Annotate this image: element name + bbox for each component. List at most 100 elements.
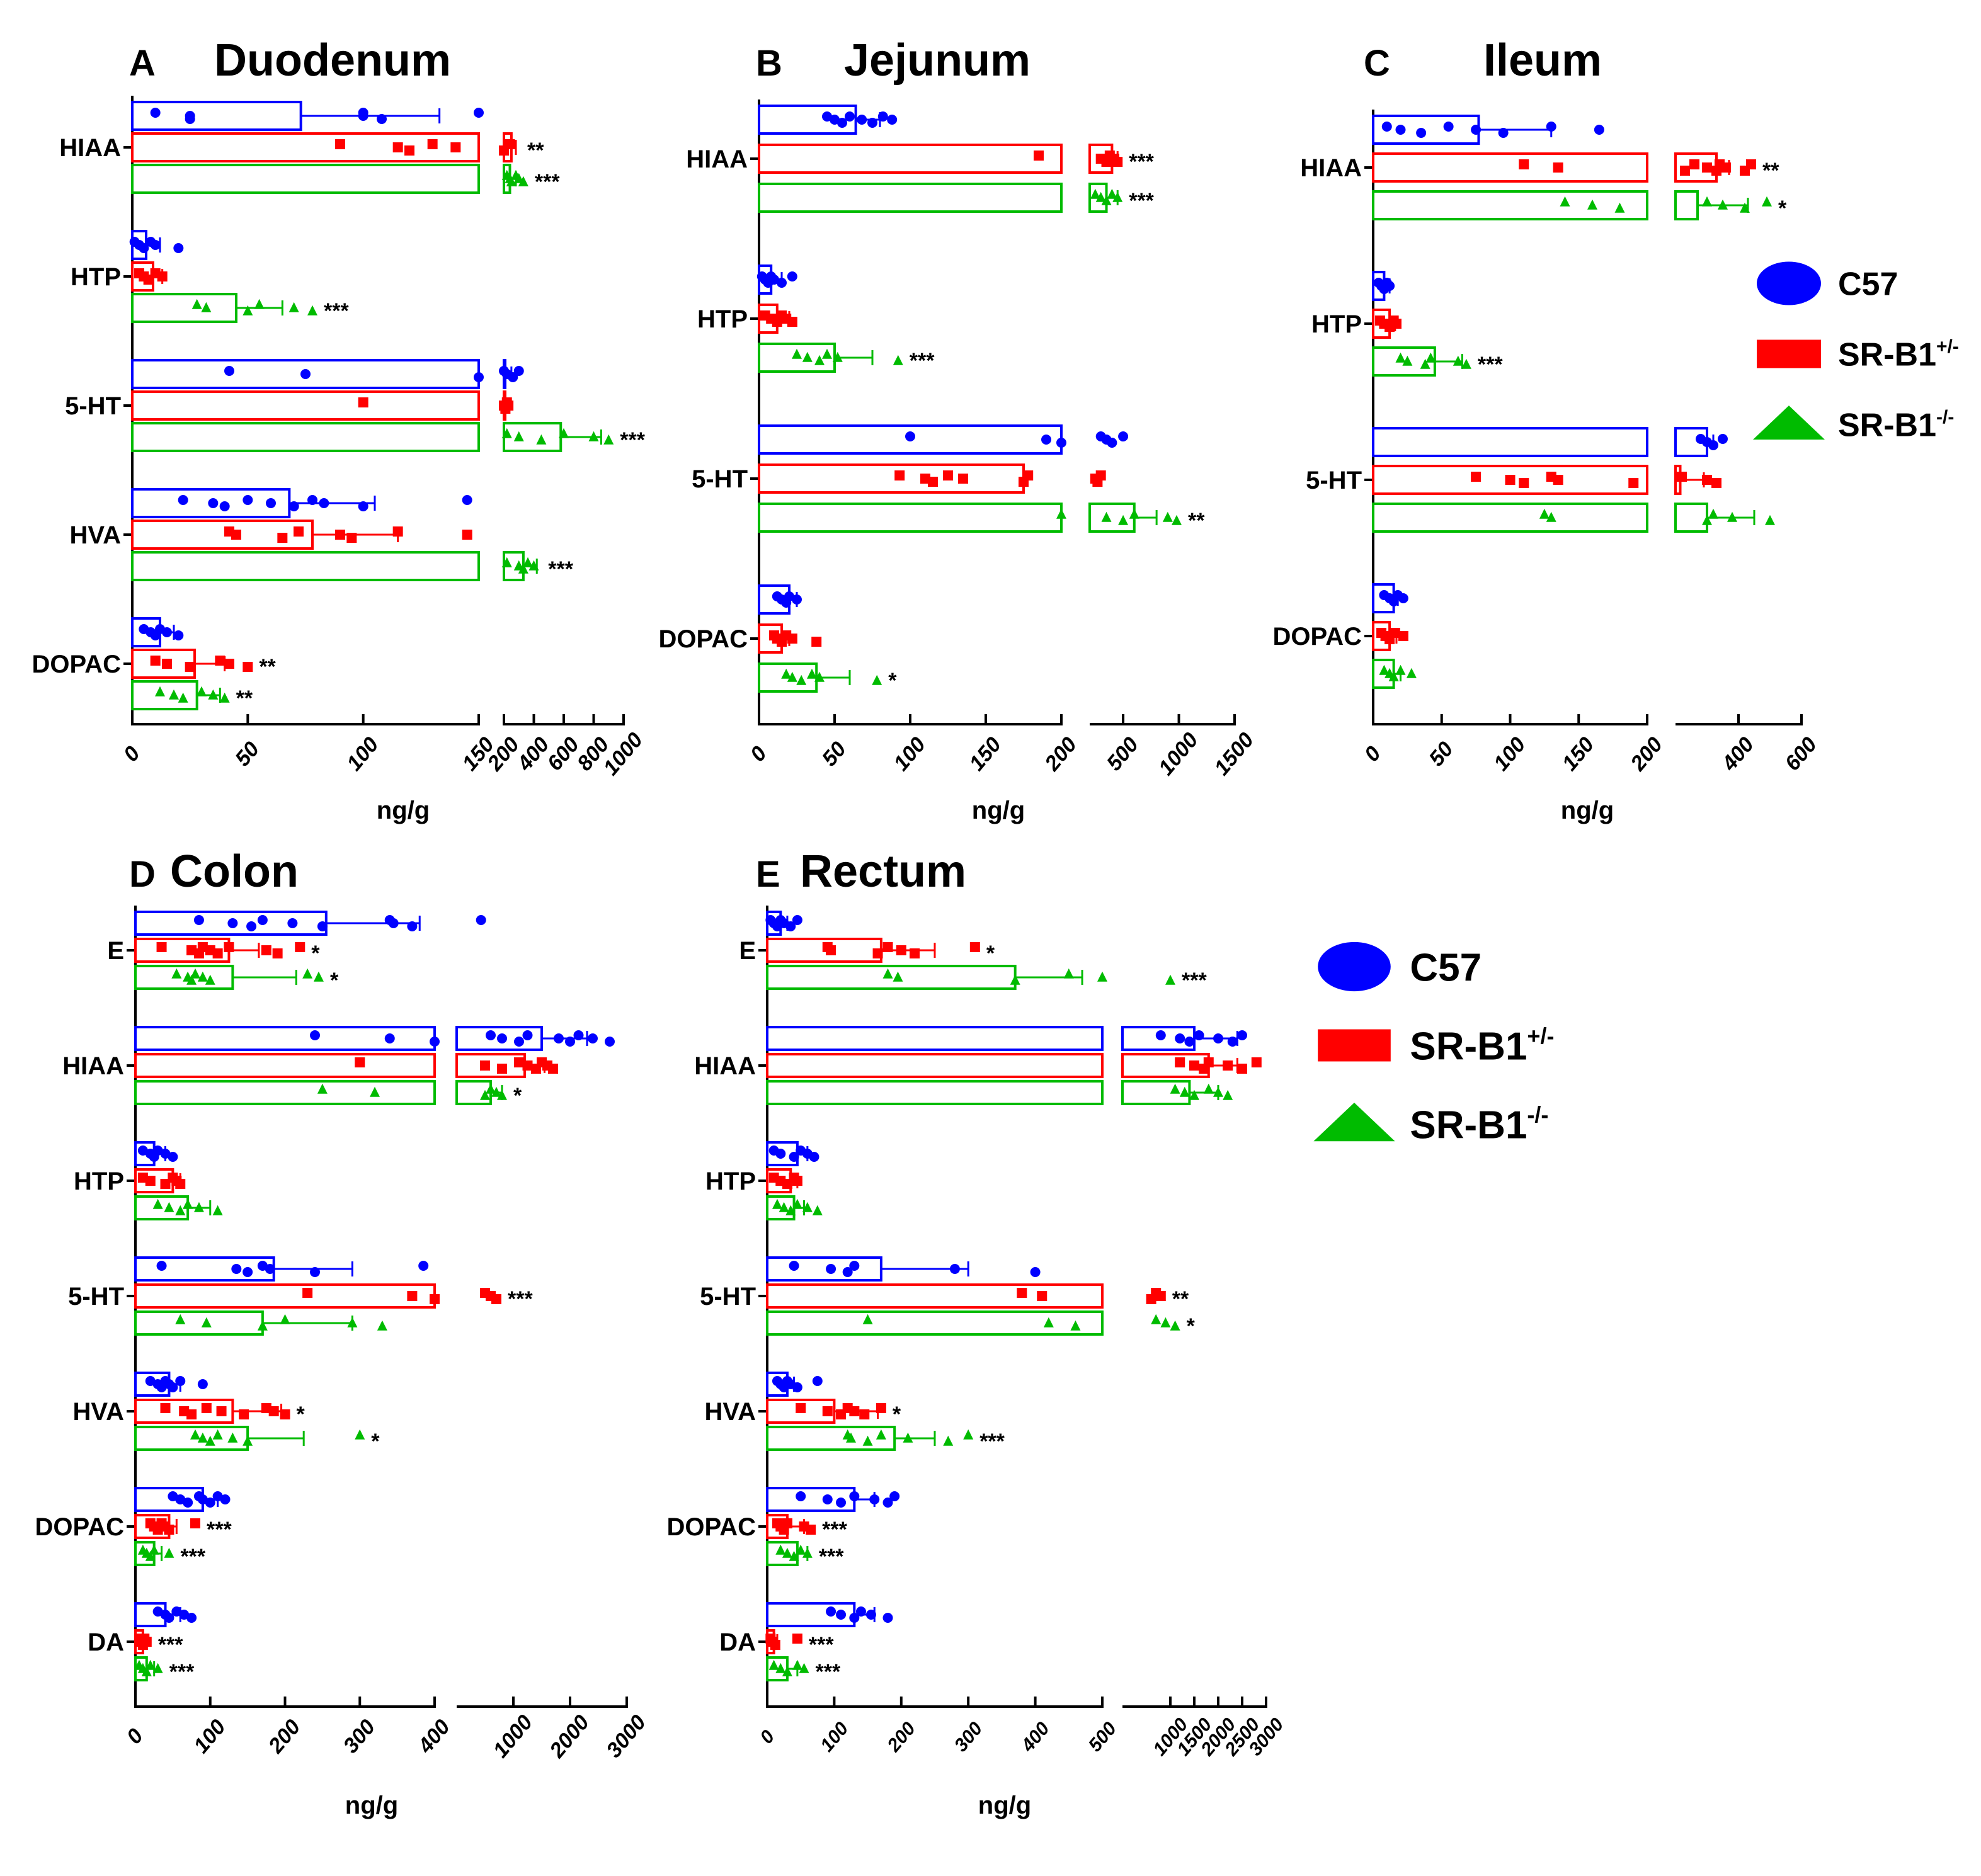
significance-label: ** xyxy=(1188,509,1205,533)
bar-group: * xyxy=(766,938,995,965)
data-point xyxy=(1175,1057,1185,1067)
data-point xyxy=(1203,1057,1214,1067)
data-point xyxy=(388,918,399,928)
significance-label: *** xyxy=(979,1430,1005,1453)
data-point xyxy=(958,474,968,484)
bar-group xyxy=(758,584,802,615)
data-point xyxy=(796,1491,806,1501)
data-point xyxy=(1095,470,1106,480)
bar-group xyxy=(134,1310,387,1336)
data-point xyxy=(257,915,268,925)
data-point xyxy=(514,1037,524,1047)
legend-marker-circle xyxy=(1318,941,1391,992)
bar-group: *** xyxy=(766,1426,1005,1453)
bar-group xyxy=(758,304,797,334)
data-point xyxy=(1017,1288,1027,1298)
x-tick-label: 50 xyxy=(1424,737,1458,771)
data-point xyxy=(1063,968,1074,979)
bar-group xyxy=(1372,271,1395,301)
x-tick-label: 100 xyxy=(889,732,930,775)
bar-group: *** xyxy=(758,144,1155,174)
x-axis-label: ng/g xyxy=(978,1792,1031,1819)
legend-item: SR-B1+/- xyxy=(1318,1023,1554,1068)
category-label: DOPAC xyxy=(35,1513,124,1541)
data-point xyxy=(313,971,324,982)
data-point xyxy=(141,1637,152,1647)
data-point xyxy=(573,1030,584,1040)
data-point xyxy=(1090,188,1100,199)
bar-group: * xyxy=(134,1080,522,1108)
legend-marker-square xyxy=(1757,339,1821,368)
x-tick-label: 200 xyxy=(883,1718,920,1756)
bar-group xyxy=(766,1487,900,1512)
bar xyxy=(766,1310,1104,1336)
data-point xyxy=(384,1033,395,1043)
x-tick-label: 1000 xyxy=(488,1710,537,1762)
panel-jejunum: B Jejunum HIAA *** *** HTP *** 5-HT ** DOPAC * 0 50 1… xyxy=(659,35,1259,824)
x-tick-label: 300 xyxy=(951,1718,987,1756)
bar-segment xyxy=(503,422,562,452)
data-point xyxy=(1765,514,1775,525)
data-point xyxy=(1213,1086,1223,1097)
significance-label: * xyxy=(371,1430,380,1453)
data-point xyxy=(205,1435,215,1446)
data-point xyxy=(164,1613,174,1623)
data-point xyxy=(830,115,840,125)
significance-label: * xyxy=(1187,1314,1196,1338)
data-point xyxy=(782,1518,792,1528)
bar-group xyxy=(758,463,1106,494)
data-point xyxy=(205,974,215,985)
x-tick-label: 1000 xyxy=(1154,728,1203,780)
category-label: HVA xyxy=(73,1398,124,1426)
data-point xyxy=(1384,281,1395,291)
data-point xyxy=(186,1409,197,1419)
data-point xyxy=(928,477,938,487)
bar-group: * xyxy=(134,1426,380,1453)
significance-label: * xyxy=(513,1084,522,1108)
data-point xyxy=(1165,974,1175,985)
x-tick-label: 50 xyxy=(818,737,851,771)
data-point xyxy=(162,627,172,637)
data-point xyxy=(288,501,299,511)
data-point xyxy=(1718,199,1728,210)
bar-group: ** xyxy=(758,503,1205,533)
data-point xyxy=(1095,191,1106,202)
data-point xyxy=(280,1314,290,1324)
category-label: HTP xyxy=(71,263,121,291)
bar xyxy=(131,293,237,323)
legend-marker-square xyxy=(1318,1029,1391,1062)
legend-item: SR-B1-/- xyxy=(1313,1102,1548,1147)
legend-label: SR-B1-/- xyxy=(1838,407,1954,444)
x-tick-label: 200 xyxy=(1040,732,1082,776)
significance-label: * xyxy=(893,1402,901,1426)
bar xyxy=(134,1256,275,1282)
bar-group: * xyxy=(766,1310,1196,1338)
bar-group: *** xyxy=(766,1656,841,1684)
data-point xyxy=(486,1030,496,1040)
bar xyxy=(766,1426,896,1451)
bar-group: *** xyxy=(134,1283,533,1311)
data-point xyxy=(480,1060,490,1071)
data-point xyxy=(358,501,368,511)
x-tick-label: 400 xyxy=(413,1715,455,1758)
bar-group xyxy=(131,390,514,421)
data-point xyxy=(1677,472,1687,482)
data-point xyxy=(197,1432,208,1443)
data-point xyxy=(1718,434,1728,444)
data-point xyxy=(782,1547,792,1558)
panel-letter: B xyxy=(756,43,782,84)
data-point xyxy=(307,495,317,505)
data-point xyxy=(787,634,797,644)
significance-label: ** xyxy=(1172,1287,1189,1311)
data-point xyxy=(796,1403,806,1413)
bar-group xyxy=(766,1026,1247,1051)
data-point xyxy=(407,1291,418,1301)
significance-label: *** xyxy=(809,1633,834,1657)
legend-superscript: +/- xyxy=(1527,1023,1554,1049)
data-point xyxy=(872,948,883,958)
data-point xyxy=(1043,1317,1054,1327)
bar-group xyxy=(131,261,168,292)
bar xyxy=(758,503,1063,533)
bar-group: *** xyxy=(131,164,560,194)
bar-group: ** xyxy=(1372,152,1779,183)
